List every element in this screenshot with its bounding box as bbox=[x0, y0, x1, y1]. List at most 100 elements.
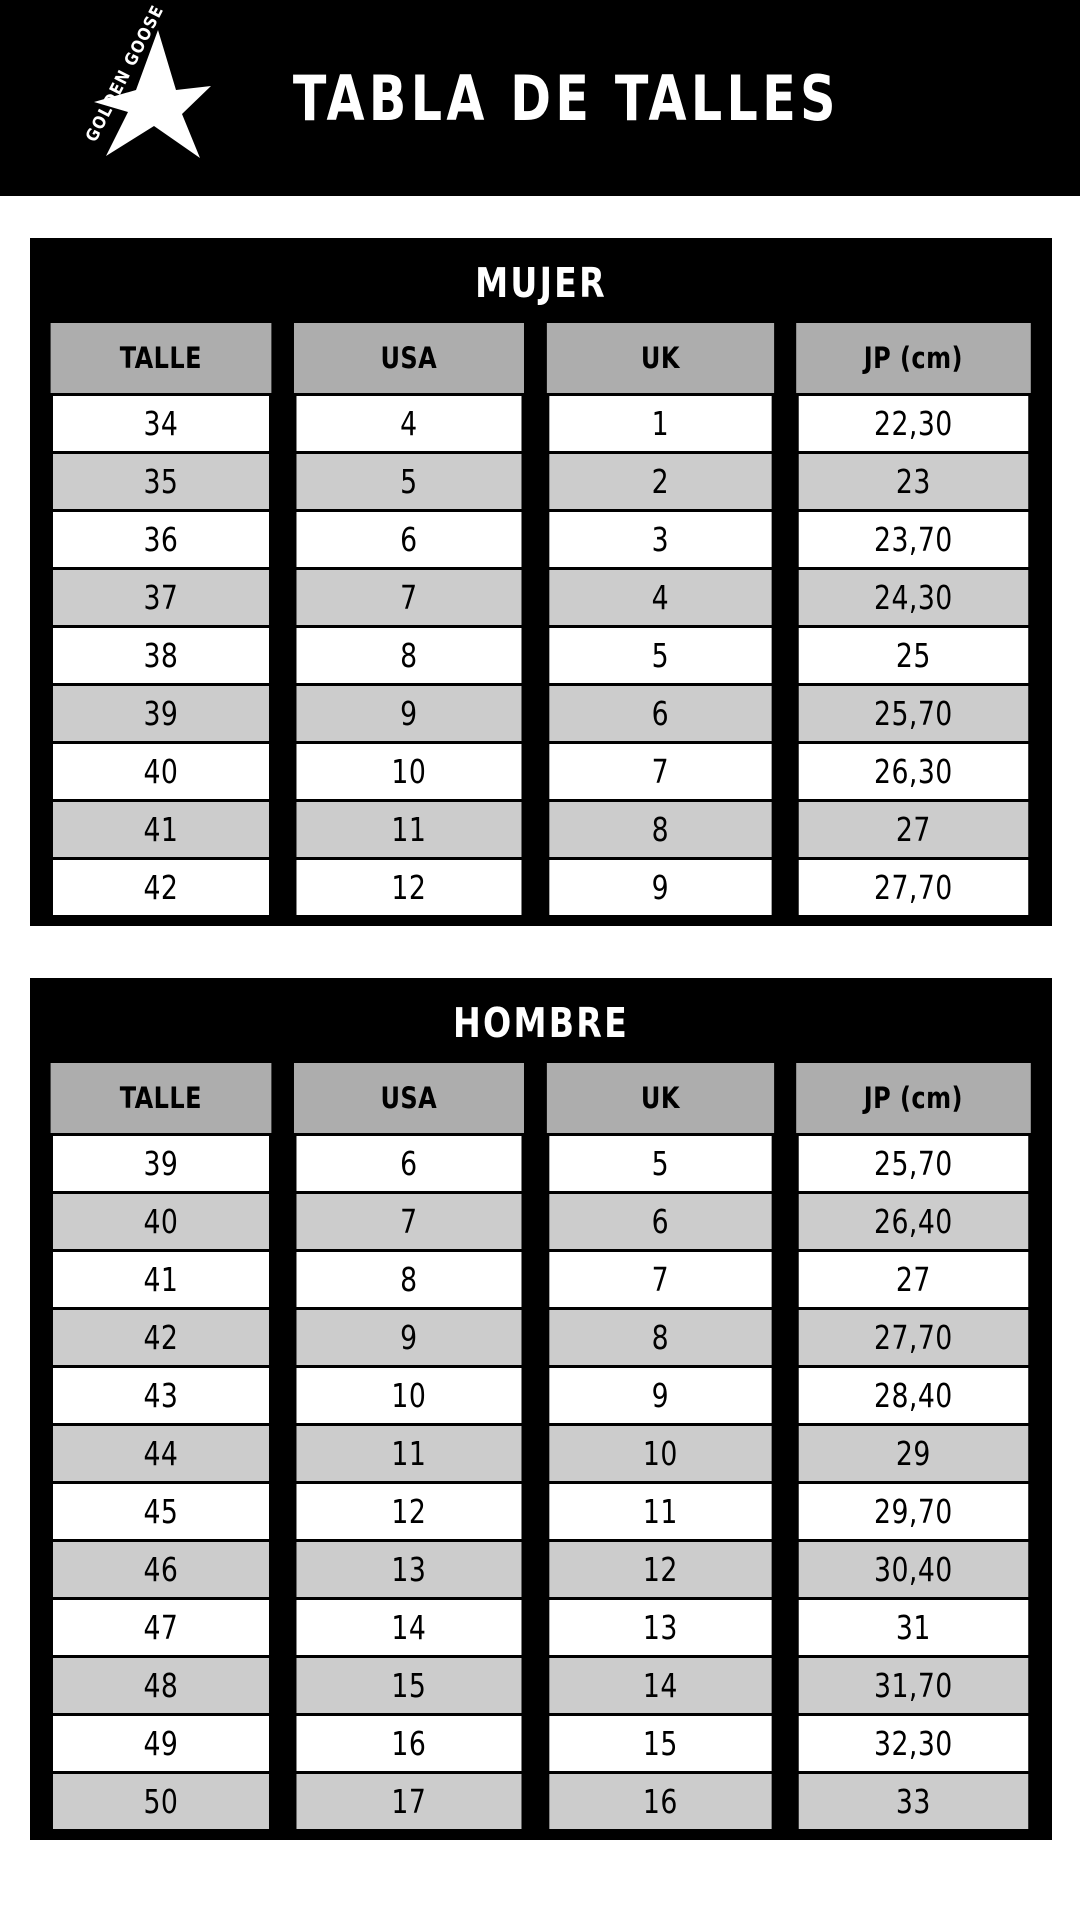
cell-usa: 16 bbox=[296, 1716, 522, 1771]
cell-usa: 11 bbox=[296, 1426, 522, 1481]
cell-jp: 27 bbox=[799, 802, 1029, 857]
column-header-usa: USA bbox=[293, 1063, 524, 1133]
table-row: 44 11 10 29 bbox=[41, 1426, 1041, 1481]
cell-usa: 9 bbox=[296, 1310, 522, 1365]
cell-jp: 26,30 bbox=[799, 744, 1029, 799]
cell-uk: 3 bbox=[548, 512, 771, 567]
cell-jp: 32,30 bbox=[799, 1716, 1029, 1771]
table-row: 40 7 6 26,40 bbox=[41, 1194, 1041, 1249]
cell-uk: 6 bbox=[548, 686, 771, 741]
cell-uk: 7 bbox=[548, 1252, 771, 1307]
cell-talle: 39 bbox=[52, 686, 269, 741]
cell-usa: 12 bbox=[296, 1484, 522, 1539]
cell-uk: 6 bbox=[548, 1194, 771, 1249]
cell-talle: 50 bbox=[52, 1774, 269, 1829]
cell-talle: 41 bbox=[52, 802, 269, 857]
cell-uk: 13 bbox=[548, 1600, 771, 1655]
cell-usa: 15 bbox=[296, 1658, 522, 1713]
cell-talle: 42 bbox=[52, 860, 269, 915]
cell-usa: 5 bbox=[296, 454, 522, 509]
cell-talle: 49 bbox=[52, 1716, 269, 1771]
cell-jp: 29 bbox=[799, 1426, 1029, 1481]
cell-uk: 14 bbox=[548, 1658, 771, 1713]
cell-usa: 8 bbox=[296, 628, 522, 683]
men-size-table-block: HOMBRE TALLE USA UK JP (cm) 39 6 5 25,70 40 7… bbox=[30, 978, 1052, 1840]
cell-usa: 14 bbox=[296, 1600, 522, 1655]
section-title-men: HOMBRE bbox=[88, 986, 994, 1060]
cell-usa: 7 bbox=[296, 570, 522, 625]
cell-usa: 13 bbox=[296, 1542, 522, 1597]
cell-jp: 23 bbox=[799, 454, 1029, 509]
star-icon bbox=[94, 30, 211, 158]
cell-usa: 17 bbox=[296, 1774, 522, 1829]
table-row: 42 12 9 27,70 bbox=[41, 860, 1041, 915]
cell-talle: 38 bbox=[52, 628, 269, 683]
cell-jp: 26,40 bbox=[799, 1194, 1029, 1249]
cell-usa: 10 bbox=[296, 1368, 522, 1423]
cell-talle: 36 bbox=[52, 512, 269, 567]
column-header-talle: TALLE bbox=[50, 1063, 272, 1133]
cell-talle: 43 bbox=[52, 1368, 269, 1423]
cell-talle: 47 bbox=[52, 1600, 269, 1655]
cell-jp: 27,70 bbox=[799, 860, 1029, 915]
cell-usa: 10 bbox=[296, 744, 522, 799]
table-row: 45 12 11 29,70 bbox=[41, 1484, 1041, 1539]
men-size-table: TALLE USA UK JP (cm) 39 6 5 25,70 40 7 6 26,40 4… bbox=[38, 1060, 1044, 1832]
column-header-talle: TALLE bbox=[50, 323, 272, 393]
cell-usa: 6 bbox=[296, 1136, 522, 1191]
table-row: 41 11 8 27 bbox=[41, 802, 1041, 857]
column-header-jp: JP (cm) bbox=[796, 1063, 1031, 1133]
cell-talle: 39 bbox=[52, 1136, 269, 1191]
column-header-uk: UK bbox=[546, 1063, 774, 1133]
women-size-table: TALLE USA UK JP (cm) 34 4 1 22,30 35 5 2 23 36 6 3… bbox=[38, 320, 1044, 918]
table-row: 49 16 15 32,30 bbox=[41, 1716, 1041, 1771]
cell-jp: 23,70 bbox=[799, 512, 1029, 567]
table-row: 36 6 3 23,70 bbox=[41, 512, 1041, 567]
cell-jp: 24,30 bbox=[799, 570, 1029, 625]
cell-uk: 16 bbox=[548, 1774, 771, 1829]
cell-uk: 7 bbox=[548, 744, 771, 799]
column-header-usa: USA bbox=[293, 323, 524, 393]
table-header-row: TALLE USA UK JP (cm) bbox=[41, 1063, 1041, 1133]
table-row: 34 4 1 22,30 bbox=[41, 396, 1041, 451]
table-row: 39 9 6 25,70 bbox=[41, 686, 1041, 741]
cell-talle: 40 bbox=[52, 1194, 269, 1249]
cell-talle: 34 bbox=[52, 396, 269, 451]
table-row: 48 15 14 31,70 bbox=[41, 1658, 1041, 1713]
cell-uk: 10 bbox=[548, 1426, 771, 1481]
cell-usa: 12 bbox=[296, 860, 522, 915]
cell-talle: 41 bbox=[52, 1252, 269, 1307]
cell-uk: 15 bbox=[548, 1716, 771, 1771]
cell-usa: 11 bbox=[296, 802, 522, 857]
cell-jp: 27,70 bbox=[799, 1310, 1029, 1365]
table-row: 37 7 4 24,30 bbox=[41, 570, 1041, 625]
cell-jp: 28,40 bbox=[799, 1368, 1029, 1423]
cell-talle: 46 bbox=[52, 1542, 269, 1597]
cell-talle: 44 bbox=[52, 1426, 269, 1481]
cell-jp: 31 bbox=[799, 1600, 1029, 1655]
cell-talle: 45 bbox=[52, 1484, 269, 1539]
table-row: 46 13 12 30,40 bbox=[41, 1542, 1041, 1597]
table-row: 41 8 7 27 bbox=[41, 1252, 1041, 1307]
cell-usa: 8 bbox=[296, 1252, 522, 1307]
cell-talle: 35 bbox=[52, 454, 269, 509]
table-row: 42 9 8 27,70 bbox=[41, 1310, 1041, 1365]
cell-talle: 42 bbox=[52, 1310, 269, 1365]
table-row: 38 8 5 25 bbox=[41, 628, 1041, 683]
cell-jp: 31,70 bbox=[799, 1658, 1029, 1713]
cell-talle: 48 bbox=[52, 1658, 269, 1713]
column-header-jp: JP (cm) bbox=[796, 323, 1031, 393]
page-title: TABLA DE TALLES bbox=[292, 61, 840, 135]
table-row: 50 17 16 33 bbox=[41, 1774, 1041, 1829]
cell-uk: 9 bbox=[548, 860, 771, 915]
cell-talle: 40 bbox=[52, 744, 269, 799]
cell-uk: 9 bbox=[548, 1368, 771, 1423]
cell-uk: 1 bbox=[548, 396, 771, 451]
cell-uk: 8 bbox=[548, 802, 771, 857]
section-title-women: MUJER bbox=[88, 246, 994, 320]
cell-jp: 33 bbox=[799, 1774, 1029, 1829]
cell-talle: 37 bbox=[52, 570, 269, 625]
cell-usa: 6 bbox=[296, 512, 522, 567]
table-row: 35 5 2 23 bbox=[41, 454, 1041, 509]
